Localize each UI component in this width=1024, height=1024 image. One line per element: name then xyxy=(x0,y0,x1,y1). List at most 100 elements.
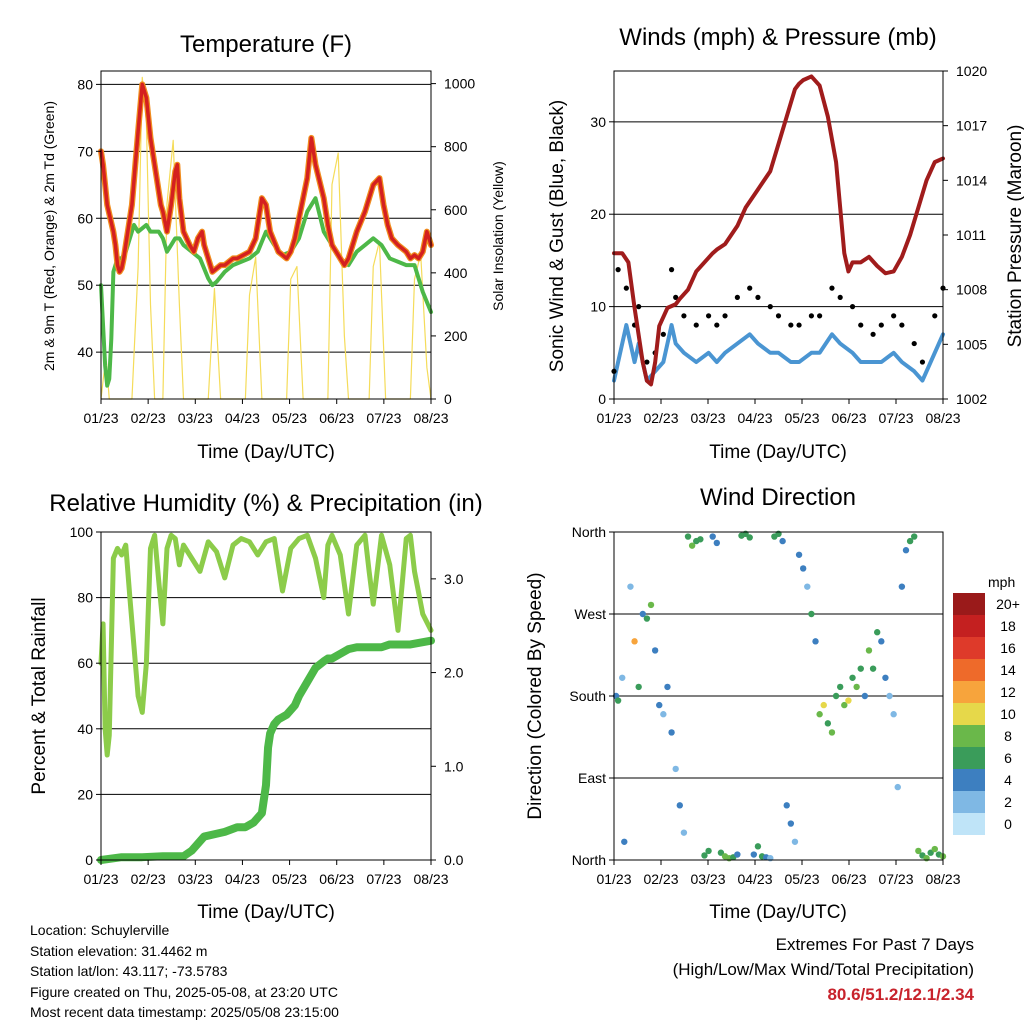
wind-ylabel: Sonic Wind & Gust (Blue, Black) xyxy=(547,100,568,372)
x-tick-label: 02/23 xyxy=(643,410,678,426)
x-tick-label: 03/23 xyxy=(690,871,725,887)
humidity-ylabel: Percent & Total Rainfall xyxy=(29,597,50,794)
gust-point xyxy=(808,313,815,319)
colorbar-swatch xyxy=(953,769,985,791)
direction-point xyxy=(647,601,655,609)
y2-tick-label: 400 xyxy=(444,265,468,281)
humidity-xlabel: Time (Day/UTC) xyxy=(197,902,335,923)
gust-point xyxy=(932,313,938,319)
solar-y2label: Solar Insolation (Yellow) xyxy=(490,161,506,311)
direction-series xyxy=(612,530,947,862)
colorbar-swatch xyxy=(953,703,985,725)
y-tick-label: 80 xyxy=(77,590,93,606)
direction-point xyxy=(701,852,708,859)
direction-point xyxy=(832,692,840,700)
extremes-subtitle: (High/Low/Max Wind/Total Precipitation) xyxy=(672,960,974,979)
x-tick-label: 04/23 xyxy=(737,410,772,426)
direction-tick-label: North xyxy=(572,524,606,540)
direction-point xyxy=(783,802,790,809)
x-tick-label: 07/23 xyxy=(878,410,913,426)
station-elevation: Station elevation: 31.4462 m xyxy=(30,942,208,959)
direction-point xyxy=(853,683,860,691)
x-tick-label: 01/23 xyxy=(83,410,118,426)
colorbar-swatch xyxy=(953,791,985,813)
direction-point xyxy=(861,692,869,700)
wind-axes: 0102030100210051008101110141017102001/23… xyxy=(590,63,987,426)
direction-ylabel: Direction (Colored By Speed) xyxy=(525,572,546,819)
colorbar-unit: mph xyxy=(988,574,1015,590)
y-tick-label: 60 xyxy=(77,655,93,671)
direction-point xyxy=(828,729,836,736)
gust-point xyxy=(734,294,740,300)
x-tick-label: 08/23 xyxy=(925,871,960,887)
rh-line xyxy=(98,532,434,758)
gust-point xyxy=(705,313,712,319)
direction-point xyxy=(820,701,827,709)
y-tick-label: 40 xyxy=(77,721,93,737)
wind-title: Winds (mph) & Pressure (mb) xyxy=(619,24,936,51)
y2-tick-label: 1005 xyxy=(956,336,987,352)
direction-point xyxy=(886,692,893,700)
direction-point xyxy=(890,711,897,718)
direction-point xyxy=(660,711,667,718)
direction-point xyxy=(857,665,864,672)
gust-point xyxy=(817,313,823,319)
gust-point xyxy=(911,340,917,347)
plot-frame xyxy=(100,70,432,400)
x-tick-label: 07/23 xyxy=(366,410,401,426)
direction-point xyxy=(651,647,659,654)
recent-timestamp: Most recent data timestamp: 2025/05/08 2… xyxy=(30,1004,339,1021)
direction-point xyxy=(631,638,638,645)
temp-2m-line xyxy=(99,82,433,274)
gust-point xyxy=(668,267,675,273)
y2-tick-label: 3.0 xyxy=(444,571,464,587)
colorbar-label: 6 xyxy=(1004,750,1012,766)
station-location: Location: Schuylerville xyxy=(30,922,170,938)
y2-tick-label: 2.0 xyxy=(444,665,464,681)
colorbar-swatch xyxy=(953,593,985,615)
gust-point xyxy=(755,294,761,300)
direction-point xyxy=(697,536,704,543)
direction-point xyxy=(906,537,914,545)
y-tick-label: 0 xyxy=(85,852,93,868)
direction-point xyxy=(779,537,786,545)
gust-point xyxy=(891,313,897,319)
direction-point xyxy=(787,820,795,827)
direction-point xyxy=(804,583,811,590)
y2-tick-label: 1.0 xyxy=(444,758,464,774)
y-tick-label: 0 xyxy=(598,391,606,407)
gust-point xyxy=(870,331,876,337)
x-tick-label: 06/23 xyxy=(831,871,866,887)
direction-point xyxy=(668,729,675,736)
direction-point xyxy=(746,534,753,541)
extremes-box: Extremes For Past 7 Days (High/Low/Max W… xyxy=(673,932,974,1007)
x-tick-label: 05/23 xyxy=(784,871,819,887)
colorbar-swatch xyxy=(953,615,985,637)
direction-point xyxy=(635,683,642,691)
gust-point xyxy=(858,322,864,328)
colorbar-swatch xyxy=(953,681,985,703)
direction-point xyxy=(619,674,626,681)
direction-point xyxy=(680,829,688,836)
colorbar-label: 0 xyxy=(1004,816,1012,832)
gust-point xyxy=(767,304,773,310)
plot-frame xyxy=(100,531,432,861)
direction-point xyxy=(754,843,762,850)
direction-point xyxy=(869,665,877,672)
pressure-line xyxy=(612,74,945,387)
x-tick-label: 05/23 xyxy=(272,410,307,426)
direction-point xyxy=(791,838,799,845)
gust-point xyxy=(660,331,666,337)
direction-point xyxy=(621,838,628,845)
direction-point xyxy=(865,647,873,654)
y-tick-label: 100 xyxy=(70,524,94,540)
y2-tick-label: 1002 xyxy=(956,391,987,407)
gust-point xyxy=(878,322,884,328)
y-tick-label: 80 xyxy=(77,76,93,92)
colorbar-swatch xyxy=(953,747,985,769)
colorbar-swatch xyxy=(953,813,985,835)
direction-point xyxy=(836,683,844,691)
x-tick-label: 08/23 xyxy=(925,410,960,426)
gust-point xyxy=(615,267,621,273)
